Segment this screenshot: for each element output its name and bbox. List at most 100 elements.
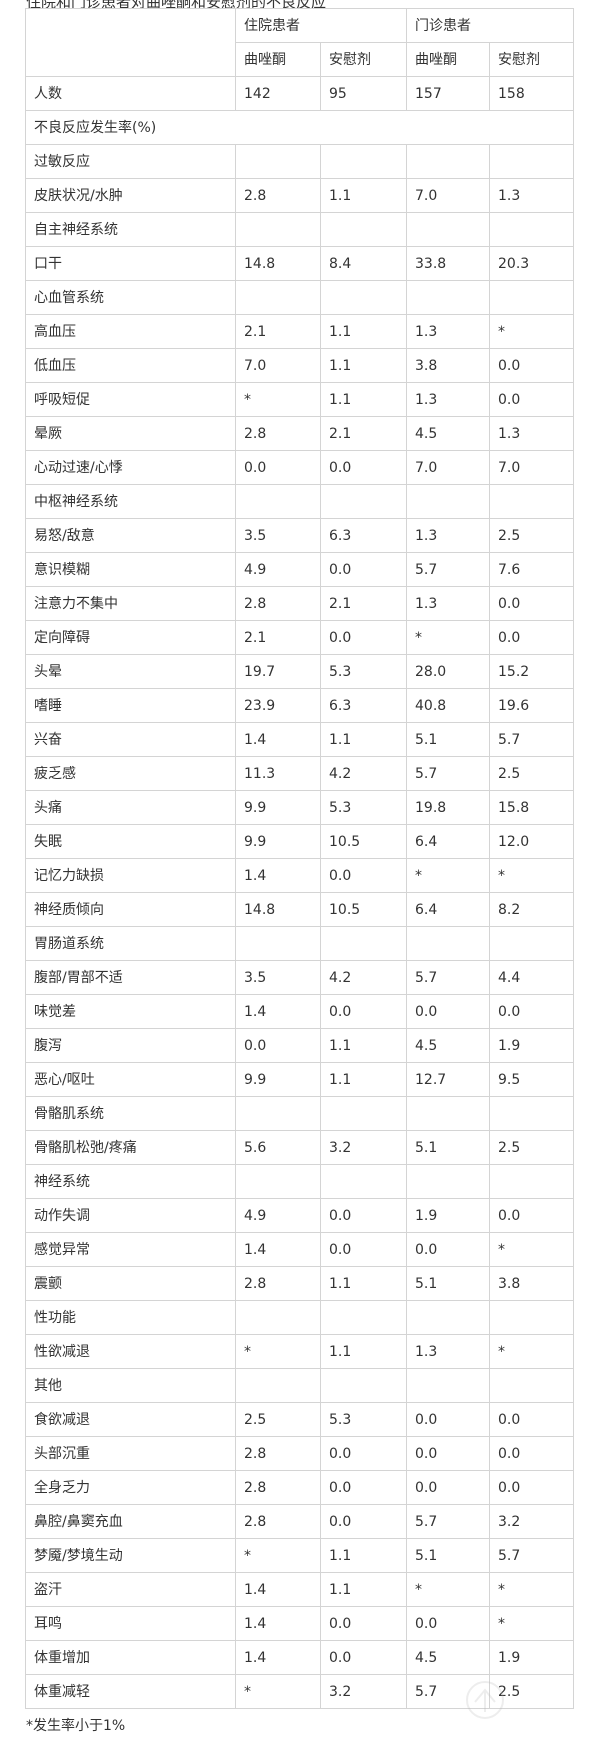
row-label: 兴奋 bbox=[25, 722, 236, 757]
value-cell: 1.9 bbox=[406, 1198, 490, 1233]
row-label: 疲乏感 bbox=[25, 756, 236, 791]
table-row: 疲乏感 11.3 4.2 5.7 2.5 bbox=[25, 756, 574, 791]
value-cell: 1.4 bbox=[235, 858, 321, 893]
row-label: 神经系统 bbox=[25, 1164, 236, 1199]
value-cell: 2.5 bbox=[489, 1130, 574, 1165]
value-cell: 5.7 bbox=[489, 722, 574, 757]
value-cell: 0.0 bbox=[406, 1402, 490, 1437]
value-cell: 0.0 bbox=[320, 552, 407, 587]
value-cell: 0.0 bbox=[406, 1232, 490, 1267]
value-cell: 0.0 bbox=[489, 1436, 574, 1471]
value-cell: 0.0 bbox=[320, 858, 407, 893]
value-cell: 4.2 bbox=[320, 960, 407, 995]
value-cell bbox=[320, 1164, 407, 1199]
row-label: 骨骼肌松弛/疼痛 bbox=[25, 1130, 236, 1165]
value-cell: 5.7 bbox=[406, 960, 490, 995]
row-label: 皮肤状况/水肿 bbox=[25, 178, 236, 213]
value-cell: 0.0 bbox=[320, 1504, 407, 1539]
value-cell: 1.9 bbox=[489, 1640, 574, 1675]
header-outpatient: 门诊患者 bbox=[406, 8, 574, 43]
value-cell: 0.0 bbox=[489, 620, 574, 655]
value-cell: 0.0 bbox=[489, 586, 574, 621]
value-cell: 4.5 bbox=[406, 1028, 490, 1063]
table-row: 失眠 9.9 10.5 6.4 12.0 bbox=[25, 824, 574, 859]
value-cell bbox=[235, 280, 321, 315]
value-cell: 0.0 bbox=[489, 348, 574, 383]
value-cell: * bbox=[489, 1572, 574, 1607]
value-cell: * bbox=[489, 1606, 574, 1641]
value-cell: 4.4 bbox=[489, 960, 574, 995]
value-cell: * bbox=[235, 382, 321, 417]
value-cell: 5.7 bbox=[406, 756, 490, 791]
table-row: 晕厥 2.8 2.1 4.5 1.3 bbox=[25, 416, 574, 451]
value-cell: 4.5 bbox=[406, 416, 490, 451]
value-cell: 2.8 bbox=[235, 1470, 321, 1505]
value-cell: 3.2 bbox=[489, 1504, 574, 1539]
value-cell: 1.4 bbox=[235, 722, 321, 757]
value-cell: 6.3 bbox=[320, 518, 407, 553]
value-cell: 9.9 bbox=[235, 824, 321, 859]
value-cell: 20.3 bbox=[489, 246, 574, 281]
value-cell bbox=[235, 1096, 321, 1131]
value-cell: 28.0 bbox=[406, 654, 490, 689]
value-cell: 3.8 bbox=[406, 348, 490, 383]
value-cell bbox=[235, 484, 321, 519]
value-cell: 9.9 bbox=[235, 790, 321, 825]
table-row: 头部沉重 2.8 0.0 0.0 0.0 bbox=[25, 1436, 574, 1471]
row-label: 耳鸣 bbox=[25, 1606, 236, 1641]
row-label: 性功能 bbox=[25, 1300, 236, 1335]
table-row: 注意力不集中 2.8 2.1 1.3 0.0 bbox=[25, 586, 574, 621]
value-cell: * bbox=[406, 1572, 490, 1607]
watermark-logo bbox=[466, 1681, 504, 1719]
value-cell bbox=[235, 144, 321, 179]
value-cell bbox=[489, 1368, 574, 1403]
adverse-reactions-table: 住院患者 门诊患者 曲唑酮 安慰剂 曲唑酮 安慰剂 人数 142 95 157 158 不… bbox=[25, 8, 574, 1709]
row-label: 体重增加 bbox=[25, 1640, 236, 1675]
value-cell: 1.1 bbox=[320, 1572, 407, 1607]
value-cell: 1.9 bbox=[489, 1028, 574, 1063]
value-cell: 2.8 bbox=[235, 178, 321, 213]
table-row: 食欲减退 2.5 5.3 0.0 0.0 bbox=[25, 1402, 574, 1437]
value-cell: 14.8 bbox=[235, 246, 321, 281]
table-row: 感觉异常 1.4 0.0 0.0 * bbox=[25, 1232, 574, 1267]
value-cell: 2.5 bbox=[489, 756, 574, 791]
value-cell: 2.8 bbox=[235, 586, 321, 621]
row-label: 盗汗 bbox=[25, 1572, 236, 1607]
value-cell: 19.7 bbox=[235, 654, 321, 689]
row-label: 记忆力缺损 bbox=[25, 858, 236, 893]
value-cell: 1.4 bbox=[235, 1640, 321, 1675]
value-cell: 1.3 bbox=[406, 1334, 490, 1369]
value-cell: 5.1 bbox=[406, 1130, 490, 1165]
row-label: 口干 bbox=[25, 246, 236, 281]
value-cell: 0.0 bbox=[489, 1402, 574, 1437]
table-row: 易怒/敌意 3.5 6.3 1.3 2.5 bbox=[25, 518, 574, 553]
value-cell: 7.6 bbox=[489, 552, 574, 587]
table-row: 意识模糊 4.9 0.0 5.7 7.6 bbox=[25, 552, 574, 587]
value-cell: 5.7 bbox=[406, 1504, 490, 1539]
header-inpatient: 住院患者 bbox=[235, 8, 407, 43]
table-row: 动作失调 4.9 0.0 1.9 0.0 bbox=[25, 1198, 574, 1233]
row-label: 易怒/敌意 bbox=[25, 518, 236, 553]
value-cell: 0.0 bbox=[320, 994, 407, 1029]
row-label: 意识模糊 bbox=[25, 552, 236, 587]
table-row: 自主神经系统 bbox=[25, 212, 574, 247]
row-label: 其他 bbox=[25, 1368, 236, 1403]
row-label: 晕厥 bbox=[25, 416, 236, 451]
value-cell: 1.3 bbox=[406, 314, 490, 349]
footnote: *发生率小于1% bbox=[26, 1718, 126, 1734]
value-cell: 4.2 bbox=[320, 756, 407, 791]
value-cell: 10.5 bbox=[320, 892, 407, 927]
value-cell: * bbox=[406, 858, 490, 893]
value-cell: * bbox=[235, 1674, 321, 1709]
row-label: 味觉差 bbox=[25, 994, 236, 1029]
value-cell bbox=[406, 926, 490, 961]
row-label: 头晕 bbox=[25, 654, 236, 689]
value-cell: 15.2 bbox=[489, 654, 574, 689]
table-row: 体重减轻 * 3.2 5.7 2.5 bbox=[25, 1674, 574, 1709]
section-row: 不良反应发生率(%) bbox=[25, 110, 574, 145]
value-cell: 0.0 bbox=[320, 1470, 407, 1505]
row-label: 全身乏力 bbox=[25, 1470, 236, 1505]
value-cell bbox=[406, 484, 490, 519]
table-row: 味觉差 1.4 0.0 0.0 0.0 bbox=[25, 994, 574, 1029]
table-row: 神经系统 bbox=[25, 1164, 574, 1199]
